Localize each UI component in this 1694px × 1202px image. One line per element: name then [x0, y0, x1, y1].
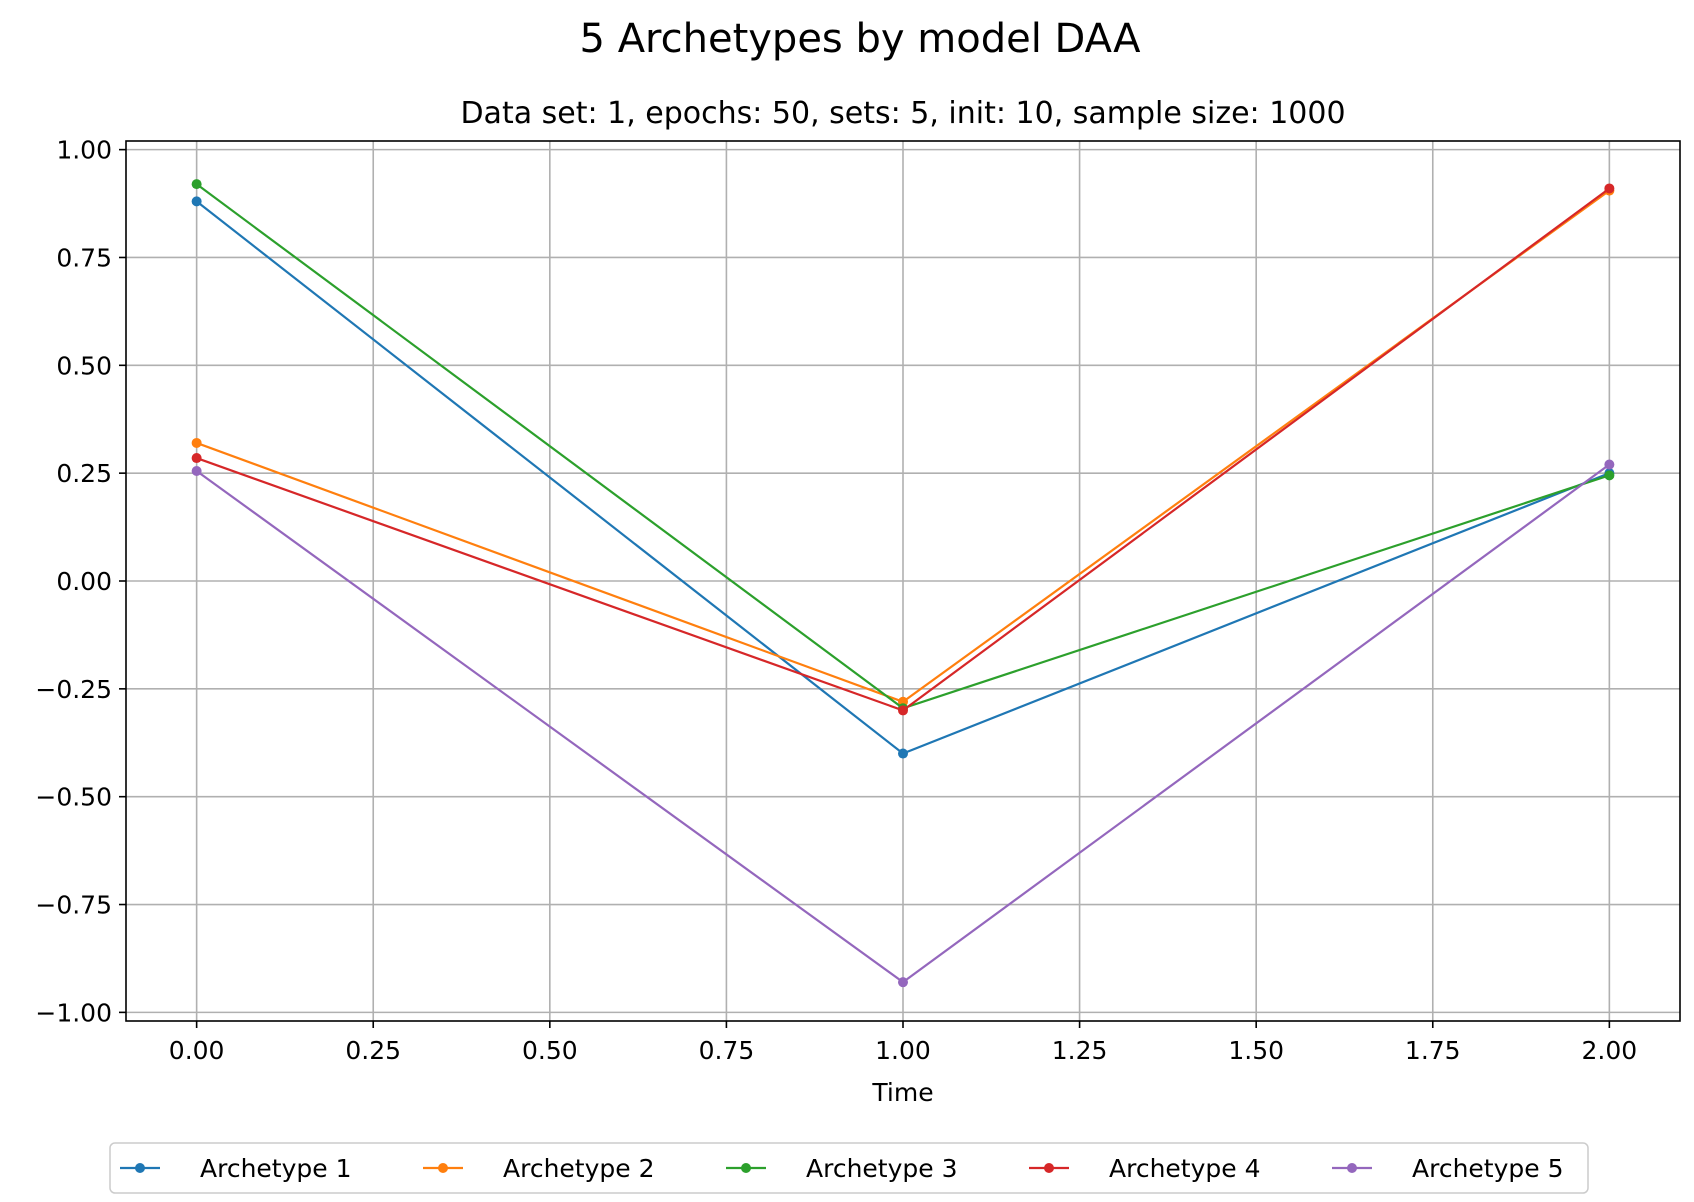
legend-label: Archetype 5 — [1412, 1154, 1564, 1183]
data-point — [1604, 183, 1615, 194]
legend-label: Archetype 2 — [503, 1154, 655, 1183]
x-tick-label: 1.00 — [875, 1036, 931, 1065]
x-axis: 0.00 0.25 0.50 0.75 1.00 1.25 1.50 1.75 2.00 — [169, 1021, 1637, 1065]
y-tick-label: 0.50 — [56, 351, 112, 380]
y-tick-label: 0.00 — [56, 567, 112, 596]
x-tick-label: 1.75 — [1405, 1036, 1461, 1065]
y-tick-label: −0.25 — [35, 675, 112, 704]
legend-label: Archetype 1 — [200, 1154, 352, 1183]
legend-item-archetype-3: Archetype 3 — [726, 1154, 958, 1183]
legend-item-archetype-2: Archetype 2 — [423, 1154, 655, 1183]
legend-swatch-marker — [1044, 1163, 1054, 1173]
x-tick-label: 1.25 — [1052, 1036, 1108, 1065]
legend-item-archetype-5: Archetype 5 — [1332, 1154, 1564, 1183]
series-lines — [191, 179, 1615, 988]
data-point — [191, 437, 202, 448]
data-point — [1604, 470, 1615, 481]
series-archetype-4 — [191, 183, 1615, 716]
data-point — [898, 977, 908, 988]
y-tick-label: −0.75 — [35, 891, 112, 920]
data-point — [898, 748, 908, 759]
series-archetype-1 — [191, 196, 1615, 759]
legend-label: Archetype 3 — [806, 1154, 958, 1183]
y-tick-label: −1.00 — [35, 998, 112, 1027]
x-axis-label: Time — [871, 1078, 933, 1107]
x-tick-label: 1.50 — [1228, 1036, 1284, 1065]
x-tick-label: 0.00 — [169, 1036, 225, 1065]
data-point — [191, 179, 202, 190]
y-tick-label: −0.50 — [35, 783, 112, 812]
data-point — [898, 705, 908, 716]
y-tick-label: 0.25 — [56, 459, 112, 488]
series-archetype-5 — [191, 459, 1615, 988]
x-tick-label: 0.25 — [345, 1036, 401, 1065]
y-axis: −1.00 −0.75 −0.50 −0.25 0.00 0.25 0.50 0.75 1.00 — [35, 136, 126, 1027]
legend: Archetype 1 Archetype 2 Archetype 3 Archety… — [120, 1154, 1564, 1183]
legend-item-archetype-1: Archetype 1 — [120, 1154, 352, 1183]
data-point — [191, 196, 202, 207]
y-tick-label: 0.75 — [56, 243, 112, 272]
legend-label: Archetype 4 — [1109, 1154, 1261, 1183]
legend-swatch-marker — [1347, 1163, 1357, 1173]
data-point — [1604, 459, 1615, 470]
data-point — [191, 453, 202, 464]
chart-title: 5 Archetypes by model DAA — [580, 16, 1142, 62]
y-tick-label: 1.00 — [56, 136, 112, 165]
data-point — [191, 466, 202, 476]
legend-item-archetype-4: Archetype 4 — [1029, 1154, 1261, 1183]
legend-swatch-marker — [438, 1163, 448, 1173]
grid-lines — [126, 141, 1680, 1021]
legend-swatch-marker — [135, 1163, 145, 1173]
x-tick-label: 2.00 — [1582, 1036, 1638, 1065]
legend-swatch-marker — [741, 1163, 751, 1173]
chart-subtitle: Data set: 1, epochs: 50, sets: 5, init: … — [460, 96, 1345, 131]
legend-box — [109, 1142, 1589, 1194]
x-tick-label: 0.50 — [522, 1036, 578, 1065]
x-tick-label: 0.75 — [699, 1036, 755, 1065]
